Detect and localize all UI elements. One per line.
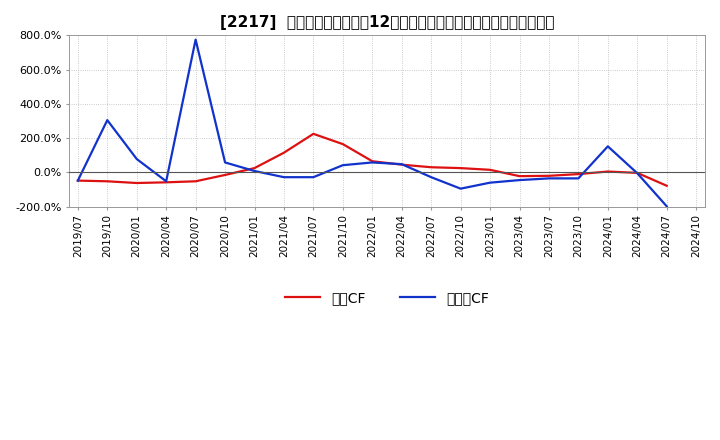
フリーCF	[368, 160, 377, 165]
Legend: 営業CF, フリーCF: 営業CF, フリーCF	[279, 286, 495, 311]
フリーCF	[221, 160, 230, 165]
フリーCF	[486, 180, 495, 185]
営業CF	[162, 180, 171, 185]
営業CF	[368, 158, 377, 164]
営業CF	[103, 179, 112, 184]
フリーCF	[309, 175, 318, 180]
営業CF	[456, 165, 465, 171]
フリーCF	[516, 177, 524, 183]
フリーCF	[132, 156, 141, 161]
フリーCF	[574, 176, 582, 181]
フリーCF	[162, 179, 171, 184]
営業CF	[544, 173, 553, 179]
営業CF	[309, 131, 318, 136]
フリーCF	[279, 175, 288, 180]
フリーCF	[103, 117, 112, 123]
フリーCF	[427, 175, 436, 180]
営業CF	[397, 162, 406, 167]
営業CF	[221, 172, 230, 178]
営業CF	[516, 173, 524, 179]
営業CF	[486, 167, 495, 172]
営業CF	[633, 170, 642, 176]
営業CF	[662, 183, 671, 188]
営業CF	[279, 150, 288, 155]
営業CF	[73, 178, 82, 183]
営業CF	[132, 180, 141, 186]
フリーCF	[456, 186, 465, 191]
フリーCF	[250, 169, 258, 174]
フリーCF	[397, 161, 406, 167]
フリーCF	[603, 144, 612, 149]
Title: [2217]  キャッシュフローの12か月移動合計の対前年同期増減率の推移: [2217] キャッシュフローの12か月移動合計の対前年同期増減率の推移	[220, 15, 554, 30]
Line: 営業CF: 営業CF	[78, 134, 667, 186]
フリーCF	[192, 37, 200, 42]
フリーCF	[662, 204, 671, 209]
営業CF	[603, 169, 612, 174]
Line: フリーCF: フリーCF	[78, 40, 667, 206]
営業CF	[574, 172, 582, 177]
営業CF	[250, 165, 258, 171]
フリーCF	[633, 171, 642, 176]
営業CF	[427, 165, 436, 170]
営業CF	[338, 142, 347, 147]
フリーCF	[338, 162, 347, 168]
フリーCF	[544, 176, 553, 181]
営業CF	[192, 179, 200, 184]
フリーCF	[73, 178, 82, 183]
